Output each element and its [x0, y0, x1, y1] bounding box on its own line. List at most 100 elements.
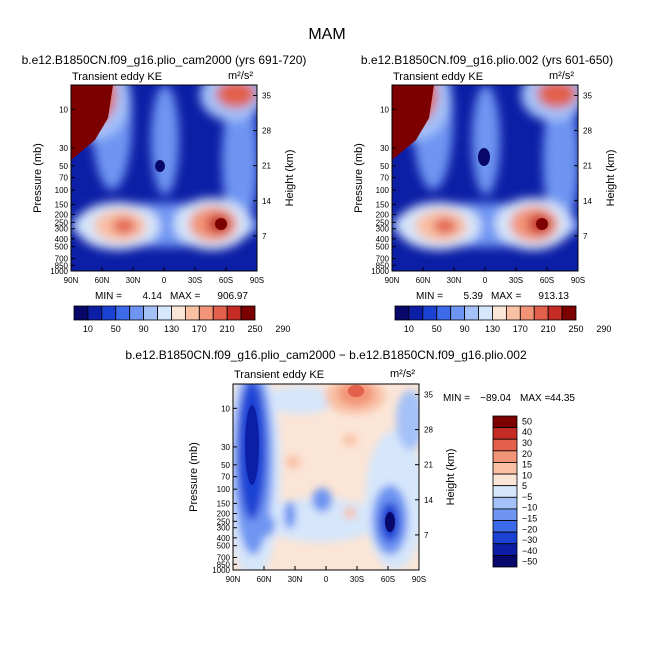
x-tick-label: 90S	[412, 575, 426, 584]
y-tick-label: 50	[59, 162, 68, 171]
panel-1-band-right	[222, 90, 257, 230]
colorbar-label: 130	[485, 324, 500, 334]
x-tick-label: 30N	[447, 276, 462, 285]
panel-3-pos-strat-core	[348, 385, 364, 397]
panel-3-light-neg-right-strat	[396, 390, 419, 450]
colorbar-label: 10	[522, 470, 532, 480]
panel-2-band-center	[472, 85, 500, 195]
y-tick-label: 70	[380, 174, 389, 183]
y-tick-label: 850	[217, 560, 231, 569]
panel-3-units: m²/s²	[390, 368, 415, 380]
x-tick-label: 30N	[126, 276, 141, 285]
y-tick-label: 700	[376, 254, 390, 263]
y-tick-label: 150	[55, 200, 69, 209]
colorbar-label: −50	[522, 557, 537, 567]
colorbar-swatch	[436, 305, 452, 321]
panel-2-min-label: MIN =	[416, 291, 443, 302]
panel-1-field	[71, 85, 257, 271]
panel-2-units: m²/s²	[549, 70, 574, 82]
colorbar-label: −5	[522, 492, 532, 502]
colorbar-swatch	[492, 496, 518, 510]
panel-2-field	[392, 85, 578, 271]
x-tick-label: 0	[324, 575, 329, 584]
colorbar-label: 90	[139, 324, 149, 334]
colorbar-swatch	[226, 305, 242, 321]
colorbar-swatch	[184, 305, 200, 321]
y2-tick-label: 28	[424, 426, 433, 435]
figure-title: MAM	[308, 26, 345, 43]
colorbar-label: −15	[522, 513, 537, 523]
colorbar-swatch	[533, 305, 549, 321]
panel-3-nh-column-core	[245, 405, 259, 485]
colorbar-swatch	[492, 462, 518, 475]
panel-1-max-label: MAX =	[170, 291, 200, 302]
y-tick-label: 850	[376, 261, 390, 270]
y-tick-label: 500	[55, 243, 69, 252]
x-tick-label: 90N	[385, 276, 400, 285]
panel-1-colorbar: 10 50 90 130 170 210 250 290	[73, 305, 290, 334]
colorbar-swatch	[240, 305, 256, 321]
x-tick-label: 90N	[64, 276, 79, 285]
panel-3-subtitle: Transient eddy KE	[234, 369, 324, 381]
y2-tick-label: 14	[424, 496, 433, 505]
y-tick-label: 300	[55, 225, 69, 234]
panel-2-jet-sh-maximum	[536, 218, 548, 230]
panel-2-strat-nh-core	[392, 85, 434, 160]
y-tick-label: 150	[217, 499, 231, 508]
colorbar-label: 170	[513, 324, 528, 334]
x-tick-label: 0	[162, 276, 167, 285]
x-tick-label: 60N	[257, 575, 272, 584]
y-tick-label: 400	[55, 235, 69, 244]
y2-tick-label: 35	[424, 390, 433, 399]
colorbar-swatch	[492, 531, 518, 545]
y-tick-label: 850	[55, 261, 69, 270]
colorbar-label: 50	[111, 324, 121, 334]
panel-1: b.e12.B1850CN.f09_g16.plio_cam2000 (yrs …	[22, 53, 307, 334]
colorbar-swatch	[198, 305, 214, 321]
panel-1-subtitle: Transient eddy KE	[72, 71, 162, 83]
colorbar-swatch	[561, 305, 577, 321]
y-tick-label: 700	[217, 553, 231, 562]
colorbar-swatch	[492, 554, 518, 568]
colorbar-swatch	[422, 305, 438, 321]
x-tick-label: 30S	[509, 276, 523, 285]
panel-1-min-label: MIN =	[95, 291, 122, 302]
colorbar-label: 10	[404, 324, 414, 334]
panel-1-jet-nh-core	[112, 218, 136, 234]
x-tick-label: 60N	[95, 276, 110, 285]
panel-3-trop-neg-2	[284, 501, 296, 529]
y-tick-label: 500	[376, 243, 390, 252]
colorbar-swatch	[101, 305, 117, 321]
colorbar-label: 290	[275, 324, 290, 334]
panel-2-max-value: 913.13	[538, 291, 569, 302]
x-tick-label: 60N	[416, 276, 431, 285]
y-tick-label: 250	[217, 517, 231, 526]
colorbar-label: −30	[522, 535, 537, 545]
x-tick-label: 60S	[381, 575, 395, 584]
x-tick-label: 90S	[571, 276, 585, 285]
panel-1-ylabel: Pressure (mb)	[32, 143, 44, 213]
panel-1-units: m²/s²	[228, 70, 253, 82]
y-tick-label: 400	[217, 534, 231, 543]
colorbar-label: 290	[596, 324, 611, 334]
colorbar-swatch	[492, 427, 518, 440]
colorbar-label: 5	[522, 481, 527, 491]
panel-3-max-label: MAX =	[520, 393, 550, 404]
colorbar-swatch	[171, 305, 186, 321]
y2-tick-label: 28	[262, 127, 271, 136]
panel-3-trop-neg-1	[312, 488, 332, 512]
colorbar-swatch	[492, 543, 518, 556]
y2-tick-label: 35	[583, 91, 592, 100]
panel-1-strat-sh-mid	[216, 85, 256, 108]
colorbar-swatch	[157, 305, 172, 321]
panel-3-axes: 90N 60N 30N 0 30S 60S 90S103050701001502002503…	[212, 390, 433, 584]
panel-1-tropical-minimum	[155, 160, 165, 172]
colorbar-swatch	[492, 305, 507, 321]
panel-2-jet-nh-core	[433, 218, 457, 234]
y-tick-label: 200	[55, 210, 69, 219]
y-tick-label: 400	[376, 235, 390, 244]
y-tick-label: 250	[55, 218, 69, 227]
panel-3-pos-mid-1	[285, 456, 301, 468]
colorbar-label: 40	[522, 427, 532, 437]
